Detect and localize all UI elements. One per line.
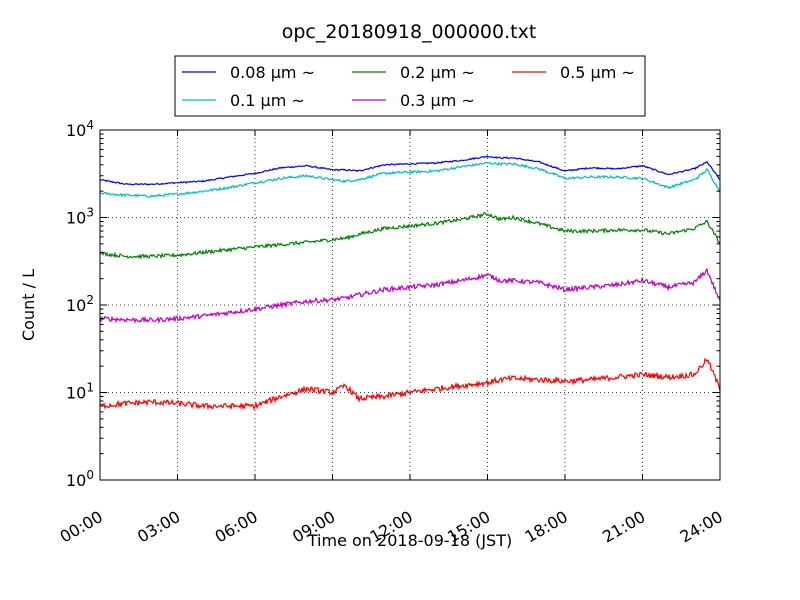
legend-label: 0.1 μm ~ — [230, 91, 305, 110]
legend: 0.08 μm ~ 0.1 μm ~ 0.2 μm ~ 0.3 μm ~ 0.5 μm … — [174, 55, 646, 117]
y-axis-label: Count / L — [19, 269, 38, 341]
series-line-3 — [99, 267, 721, 324]
legend-label: 0.2 μm ~ — [400, 63, 475, 82]
legend-frame — [174, 55, 646, 117]
y-tick-label: 101 — [66, 381, 94, 403]
x-axis-label: Time on 2018-09-18 (JST) — [307, 531, 512, 550]
series-line-2 — [99, 212, 721, 260]
y-tick-label: 103 — [66, 206, 94, 228]
legend-label: 0.08 μm ~ — [230, 63, 315, 82]
x-tick-label: 24:00 — [677, 507, 726, 547]
legend-label: 0.5 μm ~ — [560, 63, 635, 82]
series-line-4 — [99, 357, 721, 411]
plot-lines — [99, 155, 721, 411]
x-tick-label: 06:00 — [212, 507, 261, 547]
x-tick-label: 03:00 — [134, 507, 183, 547]
y-axis-ticks: 100 101 102 103 104 — [66, 118, 720, 490]
legend-label: 0.3 μm ~ — [400, 91, 475, 110]
x-tick-label: 21:00 — [599, 507, 648, 547]
y-tick-label: 104 — [66, 118, 94, 140]
y-tick-label: 102 — [66, 293, 94, 315]
y-tick-label: 100 — [66, 468, 94, 490]
x-axis-ticks: 00:00 03:00 06:00 09:00 12:00 15:00 18:00 21:00… — [57, 130, 726, 547]
grid — [100, 130, 720, 480]
x-tick-label: 00:00 — [57, 507, 106, 547]
chart-title: opc_20180918_000000.txt — [282, 21, 537, 43]
series-line-0 — [99, 155, 721, 186]
series-line-1 — [99, 161, 721, 198]
x-tick-label: 18:00 — [522, 507, 571, 547]
